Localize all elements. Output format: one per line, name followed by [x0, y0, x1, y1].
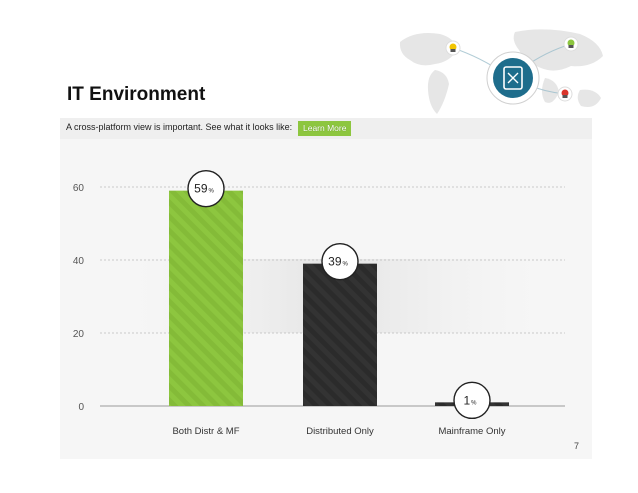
bar-chart: 0 20 40 60 59% 39% 1% Both Distr & MF Distribu…	[73, 169, 570, 437]
x-category-label: Both Distr & MF	[172, 426, 239, 437]
data-label: 59%	[187, 169, 225, 208]
y-tick-label: 40	[73, 256, 85, 267]
y-tick-label: 20	[73, 329, 85, 340]
slide-title: IT Environment	[67, 84, 206, 105]
page-number: 7	[574, 441, 580, 451]
x-category-label: Mainframe Only	[438, 426, 505, 437]
learn-more-button[interactable]: Learn More	[298, 121, 352, 136]
bar	[303, 263, 377, 406]
x-category-label: Distributed Only	[306, 426, 374, 437]
data-label: 1%	[453, 381, 491, 420]
bar	[169, 190, 243, 406]
y-tick-label: 60	[73, 183, 85, 194]
y-tick-label: 0	[78, 402, 84, 413]
subtitle-bar: A cross-platform view is important. See …	[60, 118, 592, 139]
server-hub-icon	[486, 51, 540, 105]
map-pin-icon-top-right	[563, 36, 579, 52]
chart-area: 0 20 40 60 59% 39% 1% Both Distr & MF Distribu…	[60, 139, 592, 459]
subtitle-text: A cross-platform view is important. See …	[66, 122, 293, 132]
data-label: 39%	[321, 242, 359, 281]
map-pin-icon-left	[445, 40, 461, 56]
network-map-icon	[399, 29, 603, 114]
map-pin-icon-bottom-right	[557, 86, 573, 102]
